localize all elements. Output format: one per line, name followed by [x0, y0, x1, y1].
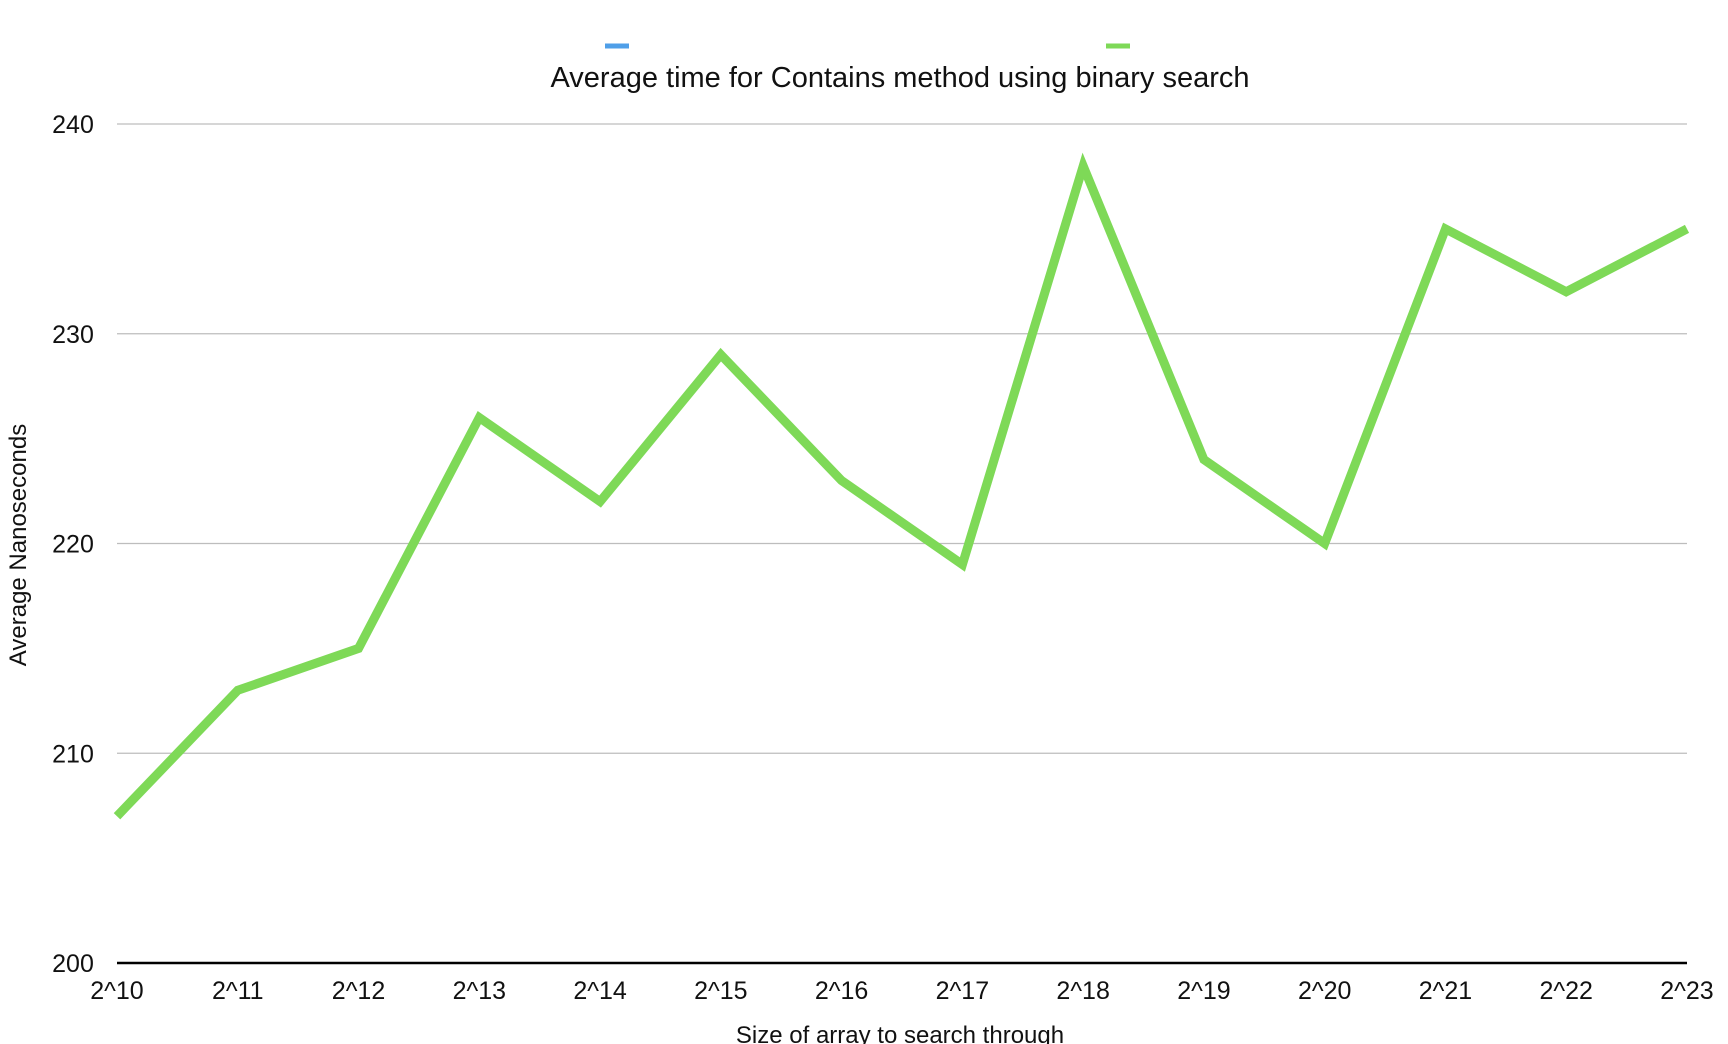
x-tick-label: 2^23 [1660, 977, 1713, 1005]
x-tick-label: 2^11 [212, 977, 264, 1005]
series-layer [113, 152, 1690, 820]
x-tick-label: 2^20 [1298, 977, 1351, 1005]
y-tick-label: 220 [52, 531, 94, 559]
gridlines [117, 123, 1687, 754]
x-tick-label: 2^18 [1056, 977, 1109, 1005]
x-tick-label: 2^19 [1177, 977, 1230, 1005]
series-line [113, 152, 1690, 820]
x-tick-label: 2^16 [815, 977, 868, 1005]
y-tick-label: 210 [52, 740, 94, 768]
x-axis-ticks: 2^10 2^11 2^12 2^13 2^14 2^15 2^16 2^17 2^18 2^19… [90, 977, 1713, 1005]
chart-title: Average time for Contains method using b… [550, 62, 1249, 94]
x-tick-label: 2^22 [1540, 977, 1593, 1005]
x-tick-label: 2^13 [453, 977, 506, 1005]
y-axis-title: Average Nanoseconds [5, 424, 32, 666]
y-tick-label: 230 [52, 321, 94, 349]
x-tick-label: 2^21 [1419, 977, 1472, 1005]
x-tick-label: 2^14 [573, 977, 627, 1005]
x-tick-label: 2^12 [332, 977, 385, 1005]
x-tick-label: 2^17 [936, 977, 989, 1005]
x-tick-label: 2^10 [90, 977, 143, 1005]
y-axis-ticks: 200 210 220 230 240 [52, 111, 94, 978]
x-axis-title: Size of array to search through [736, 1022, 1064, 1044]
y-tick-label: 200 [52, 950, 94, 978]
y-tick-label: 240 [52, 111, 94, 139]
x-tick-label: 2^15 [694, 977, 747, 1005]
